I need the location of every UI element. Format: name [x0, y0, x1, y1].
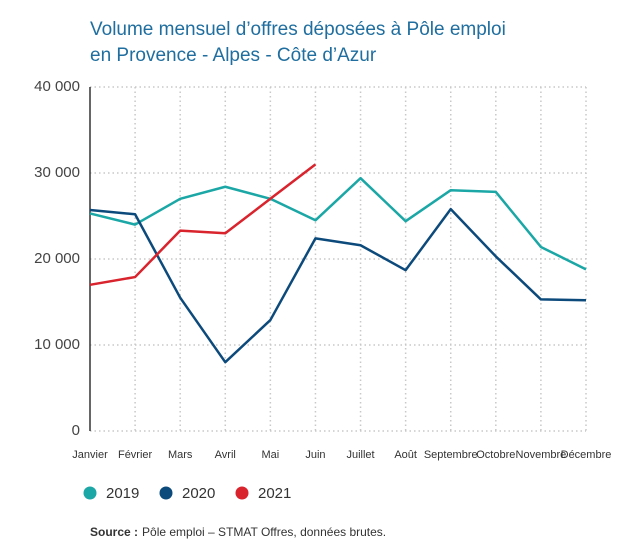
- x-tick-label: Décembre: [561, 449, 612, 461]
- legend-swatch: [235, 486, 249, 500]
- chart-title: Volume mensuel d’offres déposées à Pôle …: [90, 19, 506, 40]
- y-tick-label: 40 000: [34, 78, 80, 95]
- x-tick-label: Avril: [215, 449, 236, 461]
- x-tick-label: Mars: [168, 449, 193, 461]
- source: Source : Pôle emploi – STMAT Offres, donn…: [90, 525, 386, 539]
- x-tick-label: Novembre: [516, 449, 567, 461]
- y-tick-label: 20 000: [34, 250, 80, 267]
- legend-label: 2021: [258, 485, 291, 502]
- source-label: Source :: [90, 525, 138, 539]
- y-tick-label: 0: [72, 422, 80, 439]
- legend-swatch: [83, 486, 97, 500]
- series-line: [89, 163, 317, 287]
- legend-swatch: [159, 486, 173, 500]
- x-tick-label: Février: [118, 449, 153, 461]
- x-tick-label: Janvier: [72, 449, 108, 461]
- x-tick-label: Octobre: [476, 449, 515, 461]
- series-line: [89, 176, 587, 271]
- legend-label: 2020: [182, 485, 215, 502]
- chart-title: en Provence - Alpes - Côte d’Azur: [90, 45, 377, 66]
- x-tick-label: Juillet: [346, 449, 374, 461]
- x-tick-label: Mai: [261, 449, 279, 461]
- x-tick-label: Septembre: [424, 449, 478, 461]
- y-tick-label: 10 000: [34, 336, 80, 353]
- source-text: Pôle emploi – STMAT Offres, données brut…: [142, 525, 386, 539]
- legend-label: 2019: [106, 485, 139, 502]
- y-tick-label: 30 000: [34, 164, 80, 181]
- x-tick-label: Juin: [305, 449, 325, 461]
- series-line: [89, 207, 587, 364]
- x-tick-label: Août: [394, 449, 417, 461]
